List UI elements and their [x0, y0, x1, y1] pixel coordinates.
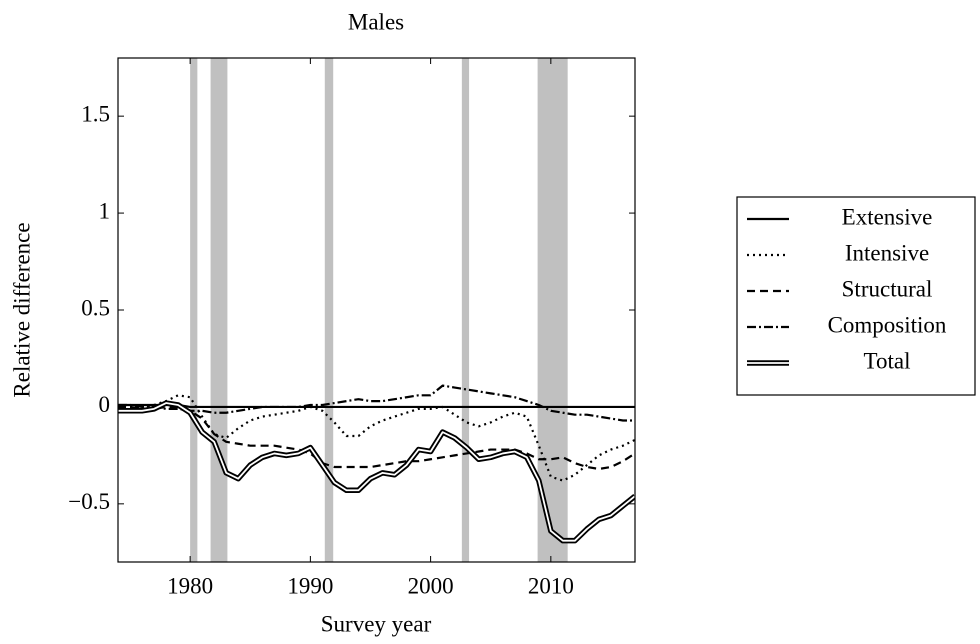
series-line [118, 405, 635, 471]
legend-label: Structural [842, 276, 933, 301]
x-tick-label: 2000 [408, 573, 454, 598]
plot-frame [117, 57, 636, 563]
x-tick-label: 1990 [287, 573, 333, 598]
series-line [118, 403, 635, 409]
chart-title: Males [348, 9, 404, 34]
legend-label: Extensive [842, 204, 933, 229]
y-tick-label: 1.5 [81, 101, 110, 126]
recession-band [461, 58, 470, 562]
recession-band [537, 58, 568, 562]
legend-label: Composition [828, 312, 947, 337]
y-tick-label: 0 [99, 392, 111, 417]
series-line-inner [118, 402, 635, 542]
recession-band [190, 58, 198, 562]
recession-band [324, 58, 334, 562]
legend-label: Total [864, 348, 911, 373]
x-tick-label: 2010 [528, 573, 574, 598]
plot-lines [118, 384, 635, 544]
x-axis-label: Survey year [321, 611, 432, 636]
y-axis-label: Relative difference [9, 222, 34, 397]
x-tick-label: 1980 [167, 573, 213, 598]
recession-band [210, 58, 228, 562]
series-line [118, 384, 635, 422]
y-tick-label: 0.5 [81, 295, 110, 320]
y-tick-label: 1 [99, 198, 111, 223]
legend-label: Intensive [845, 240, 929, 265]
y-tick-label: −0.5 [68, 489, 110, 514]
